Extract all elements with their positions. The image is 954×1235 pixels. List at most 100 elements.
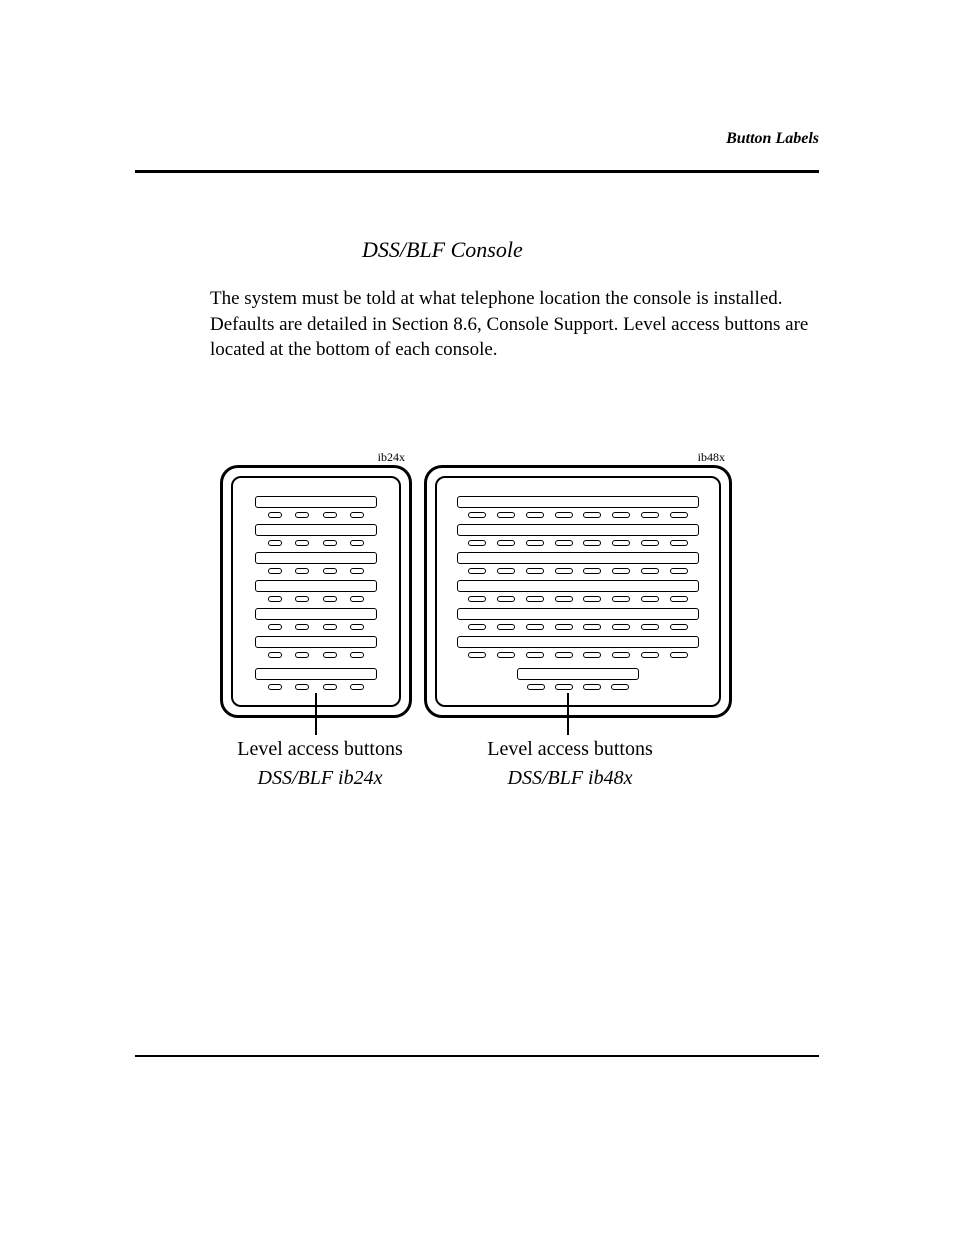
button-row [255,622,377,632]
caption-right: Level access buttons DSS/BLF ib48x [460,738,680,790]
dss-button[interactable] [670,540,688,546]
dss-button[interactable] [497,512,515,518]
dss-button[interactable] [670,596,688,602]
dss-button[interactable] [670,512,688,518]
caption-right-line2: DSS/BLF ib48x [460,767,680,790]
level-access-button-row [517,682,639,692]
dss-button[interactable] [295,652,309,658]
dss-button[interactable] [641,596,659,602]
dss-button[interactable] [612,568,630,574]
dss-button[interactable] [468,652,486,658]
level-access-button[interactable] [268,684,282,690]
dss-button[interactable] [350,652,364,658]
dss-button[interactable] [555,596,573,602]
dss-button[interactable] [555,512,573,518]
dss-button[interactable] [641,512,659,518]
dss-button[interactable] [670,624,688,630]
dss-button[interactable] [295,596,309,602]
dss-button[interactable] [612,512,630,518]
dss-button[interactable] [526,540,544,546]
dss-button[interactable] [641,568,659,574]
dss-button[interactable] [497,540,515,546]
dss-button[interactable] [583,568,601,574]
dss-button[interactable] [526,512,544,518]
dss-button[interactable] [526,652,544,658]
dss-button[interactable] [323,568,337,574]
dss-button[interactable] [583,624,601,630]
dss-button[interactable] [526,624,544,630]
dss-button[interactable] [497,568,515,574]
dss-button[interactable] [468,568,486,574]
dss-button[interactable] [323,512,337,518]
dss-button[interactable] [670,568,688,574]
dss-button[interactable] [641,540,659,546]
dss-button[interactable] [268,596,282,602]
dss-button[interactable] [268,540,282,546]
dss-button[interactable] [268,568,282,574]
dss-button[interactable] [670,652,688,658]
dss-button[interactable] [583,596,601,602]
label-strip [457,524,699,536]
dss-button[interactable] [583,652,601,658]
level-access-button[interactable] [295,684,309,690]
label-strip [255,608,377,620]
dss-button[interactable] [295,624,309,630]
level-access-button[interactable] [555,684,573,690]
dss-button[interactable] [583,540,601,546]
dss-button[interactable] [268,624,282,630]
dss-button[interactable] [350,624,364,630]
dss-button[interactable] [468,624,486,630]
label-strip [255,580,377,592]
dss-button[interactable] [295,512,309,518]
label-strip [255,636,377,648]
button-row [457,566,699,576]
dss-button[interactable] [268,652,282,658]
page: Button Labels DSS/BLF Console The system… [0,0,954,1235]
button-row [255,538,377,548]
dss-button[interactable] [323,624,337,630]
level-access-button[interactable] [323,684,337,690]
dss-button[interactable] [526,596,544,602]
console-inner-ib48x [435,476,721,707]
dss-button[interactable] [468,596,486,602]
level-access-button[interactable] [583,684,601,690]
button-row [457,510,699,520]
dss-button[interactable] [323,540,337,546]
dss-button[interactable] [295,540,309,546]
dss-button[interactable] [350,512,364,518]
dss-button[interactable] [323,596,337,602]
dss-button[interactable] [468,512,486,518]
top-horizontal-rule [135,170,819,173]
dss-button[interactable] [555,652,573,658]
dss-button[interactable] [350,568,364,574]
button-row [457,594,699,604]
dss-button[interactable] [295,568,309,574]
figure-row: ib24x [220,465,732,718]
dss-button[interactable] [641,624,659,630]
dss-button[interactable] [268,512,282,518]
dss-button[interactable] [323,652,337,658]
dss-button[interactable] [612,652,630,658]
button-row [457,650,699,660]
dss-button[interactable] [468,540,486,546]
dss-button[interactable] [497,596,515,602]
level-access-button[interactable] [527,684,545,690]
level-access-button[interactable] [350,684,364,690]
dss-button[interactable] [612,624,630,630]
dss-button[interactable] [497,652,515,658]
dss-button[interactable] [526,568,544,574]
dss-button[interactable] [555,568,573,574]
dss-button[interactable] [583,512,601,518]
dss-button[interactable] [497,624,515,630]
dss-button[interactable] [612,540,630,546]
level-access-button[interactable] [611,684,629,690]
dss-button[interactable] [555,540,573,546]
dss-button[interactable] [555,624,573,630]
dss-button[interactable] [641,652,659,658]
console-ib48x: ib48x [424,465,732,718]
dss-button[interactable] [350,596,364,602]
connector-line-left [315,693,317,735]
button-row [255,594,377,604]
dss-button[interactable] [350,540,364,546]
dss-button[interactable] [612,596,630,602]
